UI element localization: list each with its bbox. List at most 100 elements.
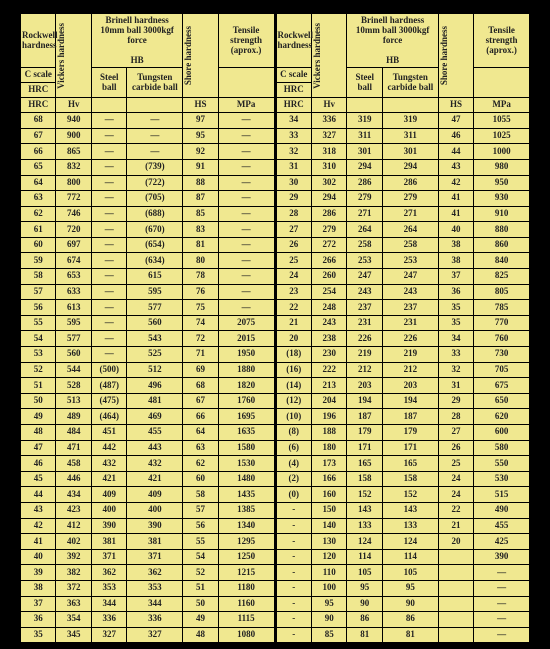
table-row: 60697—(654)81— xyxy=(21,237,275,253)
cell: 150 xyxy=(311,502,346,518)
table-row: (4)17316516525550 xyxy=(276,456,530,472)
cell: (654) xyxy=(127,237,183,253)
cell: 46 xyxy=(21,456,56,472)
cell: - xyxy=(276,580,311,596)
cell: — xyxy=(474,580,530,596)
cell: 28 xyxy=(438,409,473,425)
cell: 179 xyxy=(382,425,438,441)
cell: 43 xyxy=(438,159,473,175)
cell: 62 xyxy=(21,206,56,222)
table-row: 58653—61578— xyxy=(21,269,275,285)
left-table: Rockwell hardnessVickers hardnessBrinell… xyxy=(20,13,275,643)
cell: 1180 xyxy=(218,580,274,596)
cell: 301 xyxy=(347,144,382,160)
cell: 179 xyxy=(347,425,382,441)
cell: 124 xyxy=(382,534,438,550)
cell: 36 xyxy=(21,612,56,628)
cell: 81 xyxy=(183,237,218,253)
cell: 158 xyxy=(382,471,438,487)
cell xyxy=(438,549,473,565)
left-header: Rockwell hardnessVickers hardnessBrinell… xyxy=(21,14,275,113)
cell: (18) xyxy=(276,347,311,363)
cell: 97 xyxy=(183,113,218,129)
cell: 615 xyxy=(127,269,183,285)
cell: 90 xyxy=(347,596,382,612)
cell: 650 xyxy=(474,393,530,409)
cell: 279 xyxy=(382,191,438,207)
cell: 213 xyxy=(311,378,346,394)
cell: 55 xyxy=(183,534,218,550)
table-row: 2023822622634760 xyxy=(276,331,530,347)
cell: 58 xyxy=(183,487,218,503)
cell: — xyxy=(218,191,274,207)
cell: 51 xyxy=(183,580,218,596)
cell: - xyxy=(276,534,311,550)
cell: 1160 xyxy=(218,596,274,612)
cell: 353 xyxy=(91,580,126,596)
table-row: 35345327327481080 xyxy=(21,627,275,643)
table-row: (10)19618718728620 xyxy=(276,409,530,425)
cell: 47 xyxy=(438,113,473,129)
cell: (634) xyxy=(127,253,183,269)
cell: 1215 xyxy=(218,565,274,581)
cell: 29 xyxy=(276,191,311,207)
cell: 327 xyxy=(91,627,126,643)
cell: 35 xyxy=(21,627,56,643)
cell: 1340 xyxy=(218,518,274,534)
cell: 238 xyxy=(311,331,346,347)
col-tensile: Tensile strength (aprox.) xyxy=(218,14,274,68)
cell: 730 xyxy=(474,347,530,363)
cell: 212 xyxy=(347,362,382,378)
unit-hv: Hv xyxy=(56,98,91,113)
cell: — xyxy=(91,191,126,207)
table-row: 40392371371541250 xyxy=(21,549,275,565)
cell: 528 xyxy=(56,378,91,394)
cell: 165 xyxy=(382,456,438,472)
cell: 22 xyxy=(438,502,473,518)
cell: 45 xyxy=(21,471,56,487)
cell: 53 xyxy=(21,347,56,363)
cell: 253 xyxy=(347,253,382,269)
cell: 1530 xyxy=(218,456,274,472)
cell: (487) xyxy=(91,378,126,394)
cell: 92 xyxy=(183,144,218,160)
cell: - xyxy=(276,612,311,628)
cell: 530 xyxy=(474,471,530,487)
cell: 69 xyxy=(183,362,218,378)
cell: 81 xyxy=(382,627,438,643)
cell: 68 xyxy=(21,113,56,129)
cell: 219 xyxy=(382,347,438,363)
cell: 204 xyxy=(311,393,346,409)
cell: 560 xyxy=(56,347,91,363)
cell: 114 xyxy=(382,549,438,565)
cell: 20 xyxy=(438,534,473,550)
cell: 825 xyxy=(474,269,530,285)
cell: 577 xyxy=(127,300,183,316)
cell: 39 xyxy=(21,565,56,581)
cell: 577 xyxy=(56,331,91,347)
cell: 279 xyxy=(311,222,346,238)
left-half: Rockwell hardnessVickers hardnessBrinell… xyxy=(20,13,275,643)
table-row: 55595—560742075 xyxy=(21,315,275,331)
table-row: 45446421421601480 xyxy=(21,471,275,487)
cell: 318 xyxy=(311,144,346,160)
cell: 95 xyxy=(311,596,346,612)
cell: (464) xyxy=(91,409,126,425)
cell: 38 xyxy=(21,580,56,596)
cell xyxy=(438,596,473,612)
cell: 110 xyxy=(311,565,346,581)
cell: — xyxy=(474,627,530,643)
table-row: 56613—57775— xyxy=(21,300,275,316)
cell: 37 xyxy=(438,269,473,285)
cell: (739) xyxy=(127,159,183,175)
cell: (475) xyxy=(91,393,126,409)
cell: 85 xyxy=(311,627,346,643)
table-row: 42412390390561340 xyxy=(21,518,275,534)
cell: 188 xyxy=(311,425,346,441)
cell: (12) xyxy=(276,393,311,409)
cell: 27 xyxy=(438,425,473,441)
cell: 674 xyxy=(56,253,91,269)
cell: 48 xyxy=(21,425,56,441)
cell: 785 xyxy=(474,300,530,316)
table-row: -15014314322490 xyxy=(276,502,530,518)
